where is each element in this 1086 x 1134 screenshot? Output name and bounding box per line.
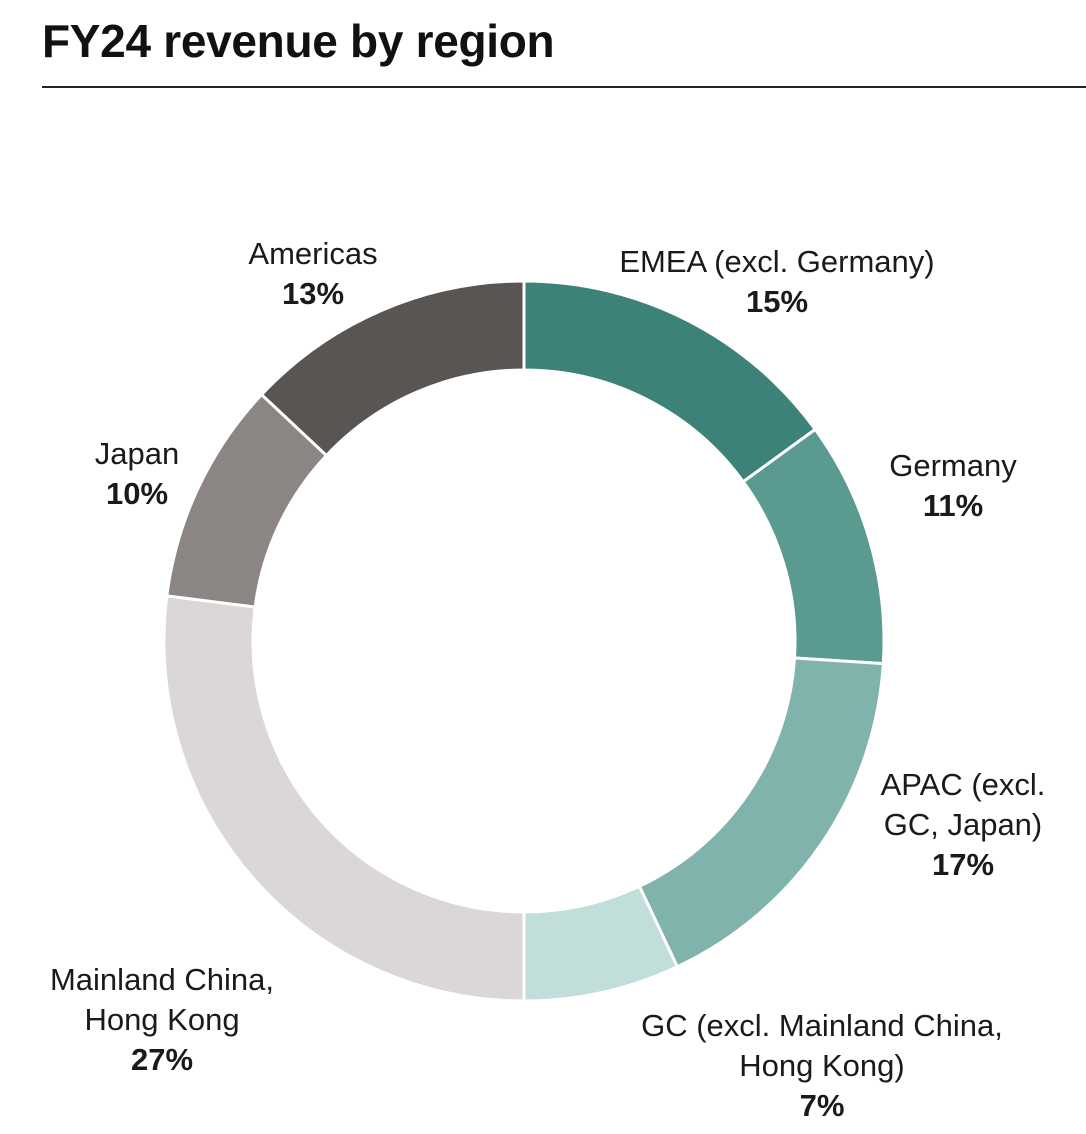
slice-percent-label: 17%	[932, 847, 994, 882]
slice-label: Hong Kong)	[739, 1048, 904, 1083]
slice-percent-label: 13%	[282, 276, 344, 311]
slice-percent-label: 27%	[131, 1042, 193, 1077]
slice-label: GC (excl. Mainland China,	[641, 1008, 1003, 1043]
slice-label: APAC (excl.	[881, 767, 1046, 802]
donut-slice	[162, 594, 526, 1003]
slice-label: Mainland China,	[50, 962, 274, 997]
slice-percent-label: 7%	[800, 1088, 845, 1123]
donut-slice	[259, 279, 526, 458]
slice-label: GC, Japan)	[884, 807, 1043, 842]
title-divider	[42, 86, 1086, 88]
slice-label: Americas	[248, 236, 377, 271]
slice-label: EMEA (excl. Germany)	[619, 244, 934, 279]
donut-slice	[637, 656, 885, 969]
chart-title: FY24 revenue by region	[42, 15, 555, 67]
donut-slice	[741, 427, 886, 666]
slice-percent-label: 11%	[923, 488, 983, 523]
slice-label: Japan	[95, 436, 179, 471]
slice-percent-label: 15%	[746, 284, 808, 319]
slice-label: Germany	[889, 448, 1017, 483]
slice-label: Hong Kong	[84, 1002, 239, 1037]
slice-percent-label: 10%	[106, 476, 168, 511]
